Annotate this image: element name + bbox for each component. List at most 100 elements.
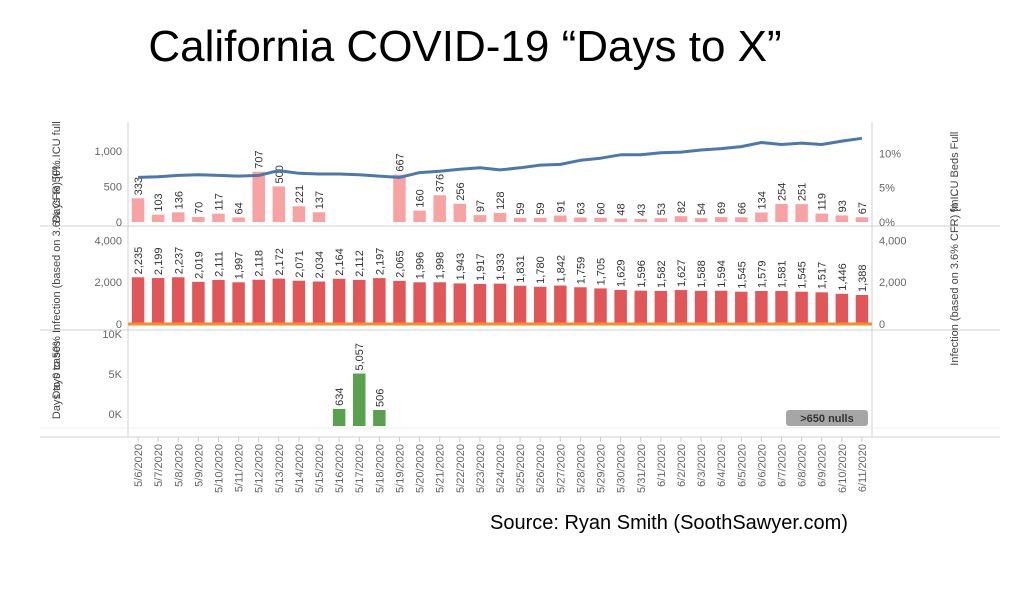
data-label: 1,581 — [777, 260, 789, 288]
bar — [795, 291, 808, 324]
data-label: 64 — [234, 202, 246, 214]
bar — [815, 292, 828, 324]
bar — [353, 279, 366, 324]
bar — [855, 217, 869, 222]
data-label: 506 — [374, 389, 386, 407]
x-tick-label: 5/14/2020 — [294, 444, 306, 493]
y2-tick-label: 2,000 — [879, 277, 907, 289]
x-tick-label: 5/18/2020 — [374, 444, 386, 493]
bar — [272, 278, 286, 324]
data-label: 333 — [133, 177, 145, 195]
bar — [312, 212, 326, 222]
bar — [714, 290, 728, 324]
bar — [735, 291, 748, 324]
y-tick-label: 10K — [102, 329, 122, 341]
y-tick-label: 4,000 — [94, 235, 122, 247]
bar — [232, 282, 245, 324]
bar — [855, 295, 869, 324]
bar — [212, 213, 225, 222]
x-tick-label: 5/30/2020 — [616, 444, 628, 493]
data-label: 1,943 — [455, 253, 467, 281]
data-label: 1,388 — [857, 264, 869, 292]
y-tick-label: 1,000 — [94, 146, 122, 158]
bar — [694, 218, 708, 222]
data-label: 1,842 — [555, 255, 567, 283]
x-tick-label: 5/29/2020 — [596, 444, 608, 493]
x-tick-label: 5/27/2020 — [555, 444, 567, 493]
bar — [312, 281, 326, 324]
data-label: 2,065 — [394, 250, 406, 278]
x-tick-label: 6/4/2020 — [716, 444, 728, 487]
data-label: 1,780 — [535, 256, 547, 284]
bar — [594, 288, 607, 324]
bar — [634, 290, 647, 324]
data-label: 67 — [857, 202, 869, 214]
data-label: 707 — [254, 150, 266, 168]
bar — [393, 280, 406, 324]
infection-panel: 0 0 2,000 2,000 4,000 4,000 Days to 50% Infect… — [51, 158, 961, 399]
data-label: 1,831 — [515, 255, 527, 283]
data-label: 1,596 — [636, 260, 648, 288]
data-label: 1,545 — [736, 261, 748, 289]
data-label: 1,759 — [575, 257, 587, 285]
bar — [634, 218, 647, 222]
data-label: 1,933 — [495, 253, 507, 281]
data-label: 48 — [616, 203, 628, 215]
x-tick-label: 5/20/2020 — [415, 444, 427, 493]
y-tick-label: 2,000 — [94, 277, 122, 289]
data-label: 119 — [817, 193, 829, 211]
data-label: 254 — [777, 183, 789, 201]
y2-tick-label: 4,000 — [879, 235, 907, 247]
x-tick-label: 6/10/2020 — [837, 444, 849, 493]
data-label: 63 — [575, 202, 587, 214]
bar — [232, 217, 245, 222]
bar — [714, 217, 728, 222]
bar — [413, 210, 426, 222]
data-label: 2,164 — [334, 248, 346, 276]
x-tick-label: 5/25/2020 — [515, 444, 527, 493]
null-badge — [786, 410, 868, 426]
data-label: 1,629 — [616, 259, 628, 287]
data-label: 1,446 — [837, 263, 849, 291]
data-label: 1,996 — [415, 252, 427, 280]
data-label: 221 — [294, 185, 306, 203]
data-label: 2,034 — [314, 251, 326, 279]
x-tick-label: 6/8/2020 — [797, 444, 809, 487]
y-tick-label: 500 — [104, 181, 122, 193]
data-label: 1,588 — [696, 260, 708, 288]
x-tick-label: 6/3/2020 — [696, 444, 708, 487]
data-label: 1,545 — [797, 261, 809, 289]
data-label: 160 — [415, 189, 427, 207]
y-axis-label: Days to 0 cases — [51, 340, 63, 419]
x-tick-label: 5/19/2020 — [394, 444, 406, 493]
bar — [594, 217, 607, 222]
bar — [172, 212, 185, 222]
y2-tick-label: 0% — [879, 217, 895, 229]
data-label: 2,112 — [354, 250, 366, 277]
x-tick-label: 5/28/2020 — [575, 444, 587, 493]
data-label: 60 — [596, 202, 608, 214]
data-label: 5,057 — [354, 343, 366, 371]
bar — [453, 203, 467, 222]
data-label: 1,579 — [756, 260, 768, 288]
bar — [614, 289, 627, 324]
data-label: 2,235 — [133, 247, 145, 275]
data-label: 43 — [636, 204, 648, 216]
bar — [554, 215, 567, 222]
y2-tick-label: 0 — [879, 319, 885, 331]
bar — [513, 217, 527, 222]
x-tick-label: 5/23/2020 — [475, 444, 487, 493]
y2-tick-label: 5% — [879, 183, 895, 195]
bar — [513, 285, 527, 324]
icu-panel: 0 500 1,000 0% 5% 10% Days to 50% ICU full % IC… — [51, 121, 961, 229]
bar — [654, 290, 668, 324]
bar — [775, 290, 788, 324]
bar — [332, 408, 346, 426]
bar — [373, 409, 386, 426]
x-tick-label: 5/24/2020 — [495, 444, 507, 493]
data-label: 93 — [837, 200, 849, 212]
data-label: 376 — [435, 174, 447, 192]
bar — [674, 290, 688, 324]
data-label: 1,582 — [656, 260, 668, 288]
bar — [755, 291, 768, 324]
